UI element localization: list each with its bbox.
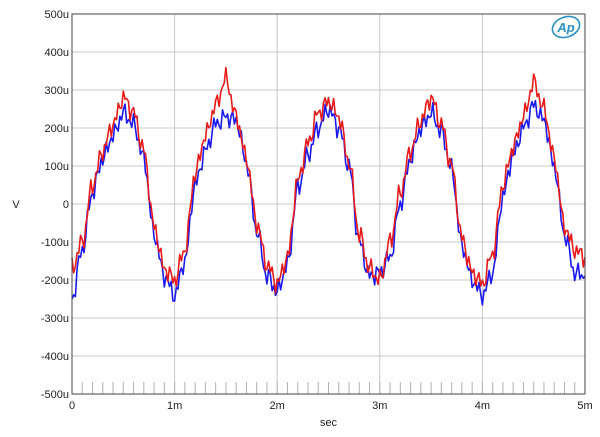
y-tick-label: 100u <box>45 161 69 173</box>
y-tick-label: 200u <box>45 123 69 135</box>
x-tick-label: 3m <box>372 400 387 412</box>
y-tick-labels: 500u 400u 300u 200u 100u 0 -100u -200u -300u -400… <box>41 9 69 401</box>
y-tick-label: 500u <box>45 9 69 21</box>
y-tick-label: 400u <box>45 47 69 59</box>
ap-logo: Ap <box>551 15 581 39</box>
x-axis-label: sec <box>320 417 338 429</box>
logo-text: Ap <box>556 20 574 35</box>
y-tick-label: -500u <box>41 389 69 401</box>
y-tick-label: -300u <box>41 313 69 325</box>
y-tick-label: -400u <box>41 351 69 363</box>
series-line-2 <box>71 66 586 294</box>
y-tick-label: -200u <box>41 275 69 287</box>
series-line-1 <box>71 99 586 306</box>
y-tick-label: 300u <box>45 85 69 97</box>
y-tick-label: -100u <box>41 237 69 249</box>
y-tick-label: 0 <box>63 199 69 211</box>
x-tick-label: 4m <box>475 400 490 412</box>
chart-series <box>71 66 586 306</box>
x-tick-label: 1m <box>167 400 182 412</box>
logo-swoosh-icon <box>551 15 581 39</box>
x-tick-label: 5m <box>577 400 592 412</box>
x-tick-label: 2m <box>270 400 285 412</box>
x-tick-labels: 0 1m 2m 3m 4m 5m <box>69 400 593 412</box>
x-minor-ticks <box>81 382 576 394</box>
y-axis-label: V <box>12 199 20 211</box>
x-tick-label: 0 <box>69 400 75 412</box>
plot-frame <box>71 13 586 395</box>
